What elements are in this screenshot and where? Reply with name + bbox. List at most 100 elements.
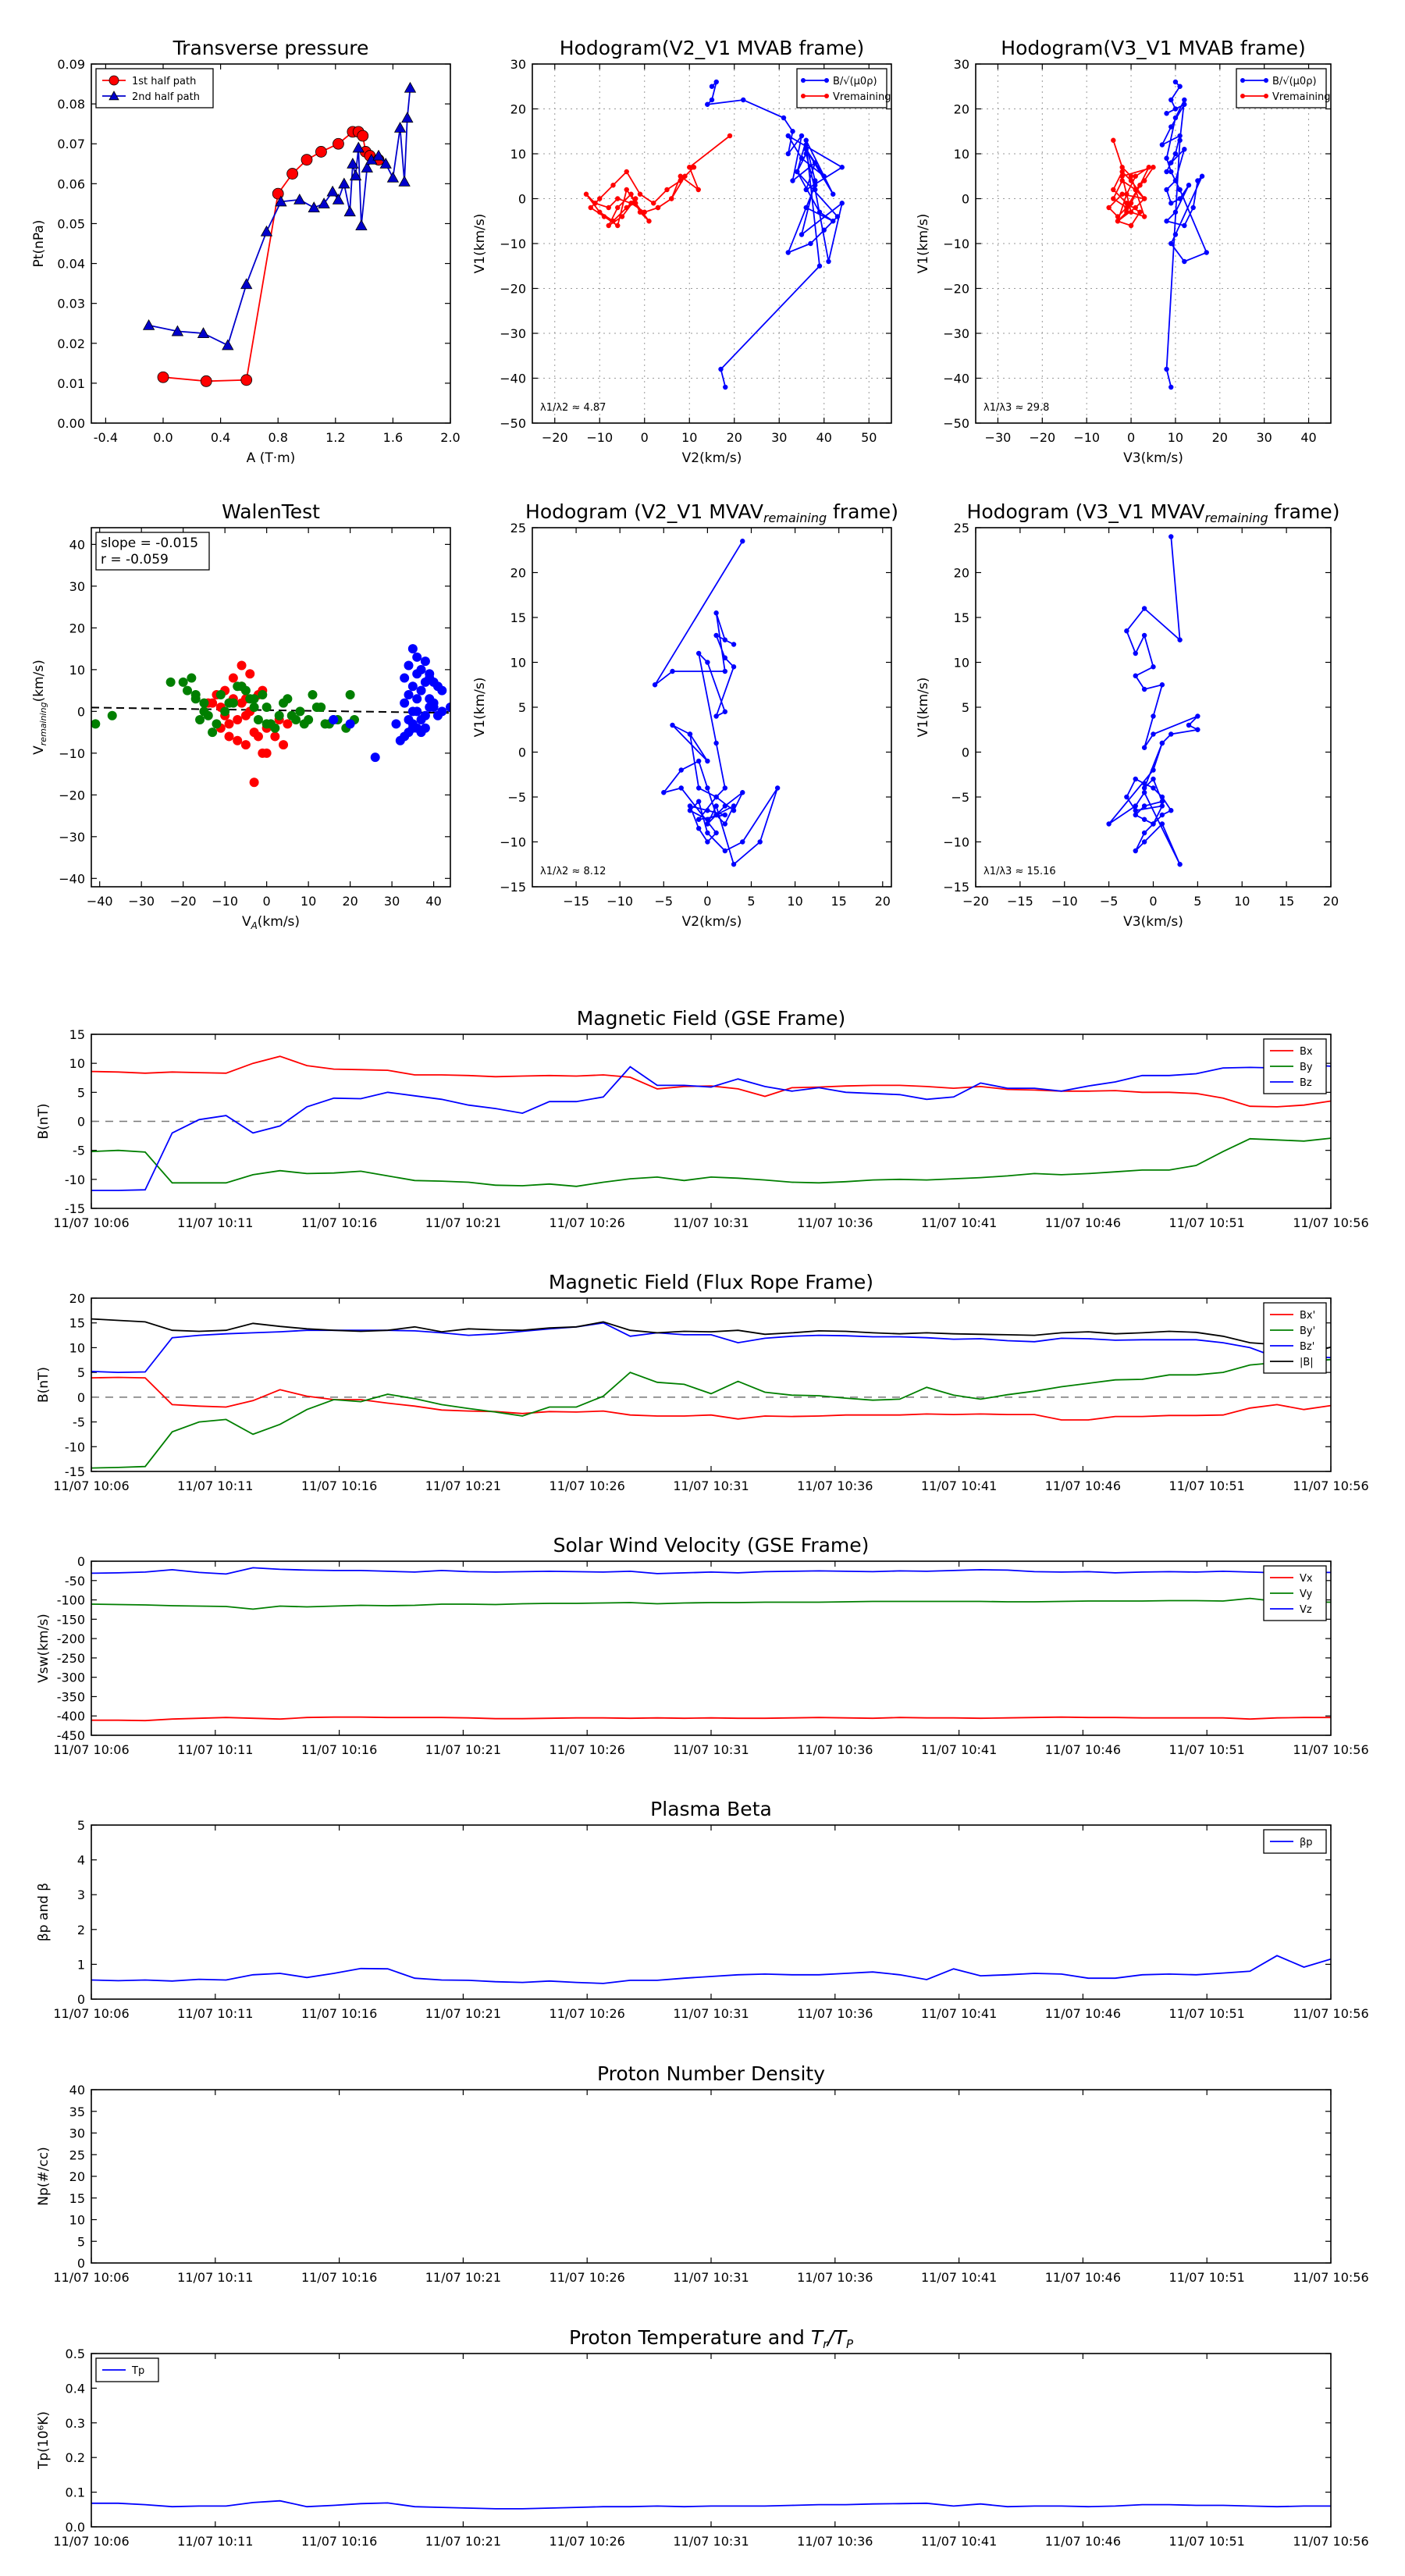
y-axis-label: B(nT) — [36, 1103, 52, 1139]
x-tick-label: 11/07 10:41 — [921, 2006, 997, 2021]
data-point — [420, 723, 430, 733]
data-point — [1111, 196, 1116, 201]
data-point — [1190, 205, 1196, 211]
data-point — [240, 740, 251, 750]
x-tick-label: 0 — [641, 430, 649, 445]
data-point — [1168, 534, 1174, 539]
x-tick-label: 11/07 10:06 — [53, 2270, 129, 2285]
data-point — [279, 740, 289, 750]
data-point — [790, 129, 795, 134]
x-tick-label: 11/07 10:46 — [1045, 1478, 1121, 1493]
data-point — [678, 173, 683, 179]
y-tick-label: −20 — [500, 282, 526, 297]
data-point — [407, 681, 418, 692]
data-point — [1151, 776, 1156, 782]
data-point — [1124, 201, 1129, 206]
y-tick-label: -250 — [57, 1651, 85, 1666]
data-point — [253, 715, 263, 725]
data-point — [1159, 794, 1165, 800]
y-tick-label: −10 — [59, 746, 85, 761]
series-line — [91, 1137, 1331, 1187]
data-point — [695, 785, 702, 791]
data-point — [816, 263, 823, 269]
y-tick-label: −10 — [500, 237, 526, 251]
data-point — [705, 821, 710, 827]
legend-label: Vremaining — [833, 91, 891, 103]
legend-label: Vy — [1300, 1589, 1313, 1600]
y-tick-label: −50 — [943, 416, 969, 431]
data-point — [1159, 142, 1165, 148]
data-point — [803, 151, 809, 157]
y-tick-label: −10 — [500, 835, 526, 850]
data-point — [803, 187, 809, 193]
x-tick-label: 11/07 10:41 — [921, 1478, 997, 1493]
data-point — [108, 75, 119, 86]
data-point — [799, 133, 805, 139]
data-point — [813, 160, 818, 165]
data-point — [678, 785, 684, 791]
eigenvalue-ratio-label: λ1/λ3 ≈ 15.16 — [984, 866, 1056, 877]
data-point — [1128, 222, 1134, 229]
y-tick-label: 20 — [69, 621, 85, 635]
data-point — [183, 685, 193, 696]
x-tick-label: 11/07 10:46 — [1045, 2534, 1121, 2549]
data-point — [1195, 727, 1200, 732]
y-tick-label: −40 — [500, 372, 526, 386]
y-tick-label: 0 — [962, 192, 969, 207]
y-tick-label: 0 — [518, 192, 526, 207]
data-point — [731, 862, 737, 867]
data-point — [370, 753, 380, 763]
y-axis-label: βp and β — [36, 1883, 52, 1941]
data-point — [437, 685, 447, 696]
y-tick-label: 15 — [69, 1027, 85, 1042]
data-point — [824, 94, 829, 98]
x-tick-label: 11/07 10:16 — [301, 2006, 377, 2021]
x-tick-label: 10 — [681, 430, 697, 445]
y-axis-label: Tp(10⁶K) — [36, 2411, 52, 2470]
y-tick-label: 20 — [69, 2169, 85, 2184]
data-point — [722, 848, 728, 854]
x-tick-label: 0.0 — [153, 430, 173, 445]
data-point — [826, 258, 831, 265]
x-tick-label: 20 — [727, 430, 742, 445]
y-tick-label: 25 — [510, 521, 526, 535]
x-tick-label: 11/07 10:56 — [1293, 2534, 1368, 2549]
data-point — [1141, 196, 1147, 201]
y-tick-label: 0 — [518, 745, 526, 760]
data-point — [803, 147, 809, 152]
chart-np: Proton Number Density 11/07 10:06 11/07 10… — [36, 2062, 1369, 2285]
data-point — [412, 706, 422, 717]
data-point — [261, 748, 272, 758]
x-tick-label: 11/07 10:16 — [301, 1742, 377, 1757]
y-tick-label: −40 — [943, 372, 969, 386]
y-tick-label: 0.00 — [57, 416, 85, 431]
y-tick-label: 0.01 — [57, 376, 85, 391]
x-tick-label: −20 — [962, 894, 989, 909]
chart-title: Transverse pressure — [173, 37, 369, 59]
axes-frame — [91, 1297, 1332, 1472]
x-tick-label: 11/07 10:21 — [425, 2534, 501, 2549]
data-point — [713, 610, 719, 616]
x-tick-label: 11/07 10:41 — [921, 1742, 997, 1757]
data-point — [646, 219, 652, 224]
chart-title: Hodogram (V3_V1 MVAVremaining frame) — [967, 500, 1340, 525]
data-point — [249, 777, 259, 788]
x-tick-label: 11/07 10:26 — [550, 2534, 625, 2549]
data-point — [1133, 848, 1138, 854]
legend-box — [1263, 1302, 1327, 1374]
series-line — [91, 1376, 1331, 1421]
data-point — [1124, 209, 1129, 215]
x-tick-label: −5 — [654, 894, 673, 909]
data-point — [437, 706, 447, 717]
data-point — [713, 632, 719, 639]
data-point — [274, 710, 284, 720]
data-point — [709, 97, 715, 103]
y-tick-label: -15 — [65, 1464, 85, 1479]
data-point — [1124, 794, 1129, 800]
data-point — [1151, 731, 1156, 737]
data-point — [774, 785, 781, 791]
data-point — [258, 689, 268, 699]
x-tick-label: 10 — [301, 894, 316, 909]
data-point — [245, 669, 255, 679]
y-tick-label: -350 — [57, 1689, 85, 1704]
